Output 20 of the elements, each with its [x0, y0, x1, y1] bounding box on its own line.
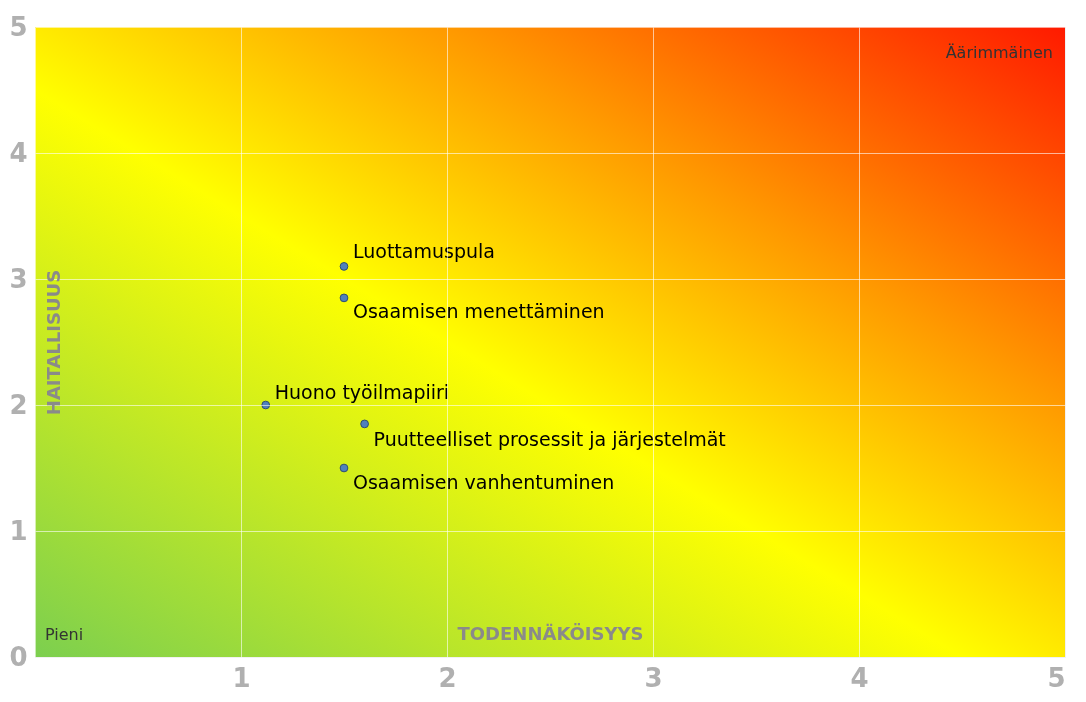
x-axis-title: TODENNÄKÖISYYS	[457, 622, 644, 644]
x-tick-label: 3	[644, 662, 663, 693]
point	[339, 262, 349, 271]
x-tick-label: 4	[850, 662, 869, 693]
y-tick-label: 5	[9, 11, 28, 42]
x-tick-label: 5	[1047, 662, 1066, 693]
y-tick-label: 3	[9, 263, 28, 294]
point	[261, 400, 271, 410]
point	[339, 463, 349, 473]
point	[339, 293, 349, 303]
y-tick-label: 1	[9, 515, 28, 546]
y-tick-label: 4	[9, 137, 28, 168]
annotation: Äärimmäinen	[945, 43, 1053, 62]
y-tick-label: 2	[9, 389, 28, 420]
y-tick-label: 0	[9, 641, 28, 672]
y-axis-title: HAITALLISUUS	[42, 269, 64, 416]
x-tick-label: 1	[232, 662, 251, 693]
point	[360, 419, 369, 429]
x-tick-label: 2	[438, 662, 457, 693]
annotation: Pieni	[45, 625, 84, 644]
